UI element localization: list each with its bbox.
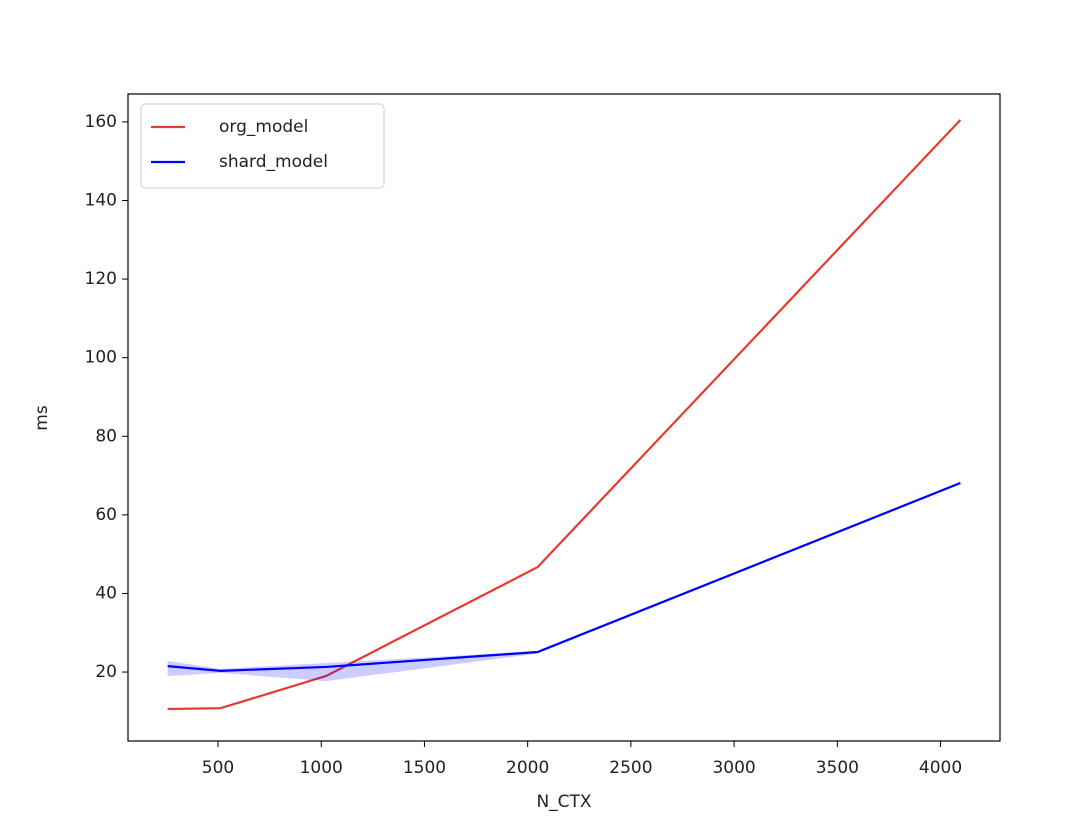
x-tick-label: 500 (202, 758, 234, 778)
x-tick-label: 3000 (712, 758, 755, 778)
y-tick-label: 20 (95, 662, 117, 682)
x-tick-label: 3500 (816, 758, 859, 778)
x-tick-label: 1500 (403, 758, 446, 778)
series-line (167, 482, 961, 672)
confidence-band (167, 481, 961, 682)
legend-box (140, 103, 385, 189)
x-tick-label: 1000 (300, 758, 343, 778)
y-tick-label: 140 (85, 190, 117, 210)
plot-frame (127, 93, 1001, 742)
x-axis-label: N_CTX (536, 792, 591, 812)
y-tick-label: 60 (95, 505, 117, 525)
y-tick-label: 40 (95, 583, 117, 603)
y-axis-label: ms (32, 405, 52, 431)
x-tick-label: 2500 (609, 758, 652, 778)
y-tick-label: 80 (95, 426, 117, 446)
legend-label: shard_model (219, 152, 328, 172)
y-tick-label: 100 (85, 348, 117, 368)
series-line (167, 119, 962, 711)
x-tick-label: 4000 (919, 758, 962, 778)
x-tick-label: 2000 (506, 758, 549, 778)
legend-label: org_model (219, 117, 308, 137)
y-tick-label: 160 (85, 112, 117, 132)
y-tick-label: 120 (85, 269, 117, 289)
